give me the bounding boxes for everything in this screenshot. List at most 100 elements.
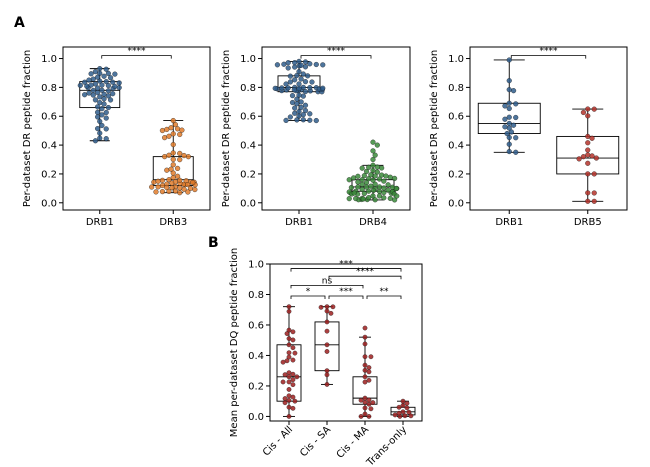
- data-point: [585, 171, 590, 176]
- y-tick-label: 0.4: [248, 351, 264, 362]
- data-point: [369, 407, 373, 411]
- data-point: [305, 73, 310, 78]
- data-point: [297, 86, 302, 91]
- data-point: [373, 153, 378, 158]
- data-point: [325, 309, 329, 313]
- data-point: [353, 196, 358, 201]
- data-point: [307, 61, 312, 66]
- data-point: [104, 110, 109, 115]
- data-point: [362, 173, 367, 178]
- data-point: [363, 335, 367, 339]
- data-point: [295, 375, 299, 379]
- data-point: [281, 360, 285, 364]
- y-tick-label: 0.6: [448, 112, 464, 123]
- data-point: [292, 87, 297, 92]
- y-axis-label: Per-dataset DR peptide fraction: [22, 50, 33, 207]
- data-point: [301, 94, 306, 99]
- data-point: [397, 405, 401, 409]
- data-point: [594, 156, 599, 161]
- data-point: [368, 172, 373, 177]
- data-point: [290, 93, 295, 98]
- data-point: [331, 305, 335, 309]
- y-tick-label: 0.2: [248, 381, 264, 392]
- data-point: [303, 79, 308, 84]
- x-tick-label: Cis - All: [261, 424, 295, 458]
- data-point: [297, 82, 302, 87]
- data-point: [110, 91, 115, 96]
- data-point: [585, 140, 590, 145]
- data-point: [287, 371, 291, 375]
- data-point: [273, 86, 278, 91]
- data-point: [375, 143, 380, 148]
- panel-label-a: A: [14, 15, 25, 31]
- data-point: [177, 186, 182, 191]
- data-point: [363, 380, 367, 384]
- significance-label: ****: [540, 47, 559, 57]
- data-point: [513, 135, 518, 140]
- data-point: [91, 77, 96, 82]
- data-point: [294, 118, 299, 123]
- data-point: [164, 185, 169, 190]
- data-point: [401, 410, 405, 414]
- data-point: [171, 157, 176, 162]
- data-point: [102, 74, 107, 79]
- data-point: [360, 166, 365, 171]
- data-point: [292, 77, 297, 82]
- data-point: [117, 85, 122, 90]
- data-point: [167, 134, 172, 139]
- data-point: [347, 177, 352, 182]
- data-point: [585, 190, 590, 195]
- data-point: [89, 71, 94, 76]
- data-point: [361, 197, 366, 202]
- data-point: [377, 177, 382, 182]
- data-point: [292, 65, 297, 70]
- data-point: [283, 372, 287, 376]
- y-tick-label: 0.8: [240, 83, 256, 94]
- y-axis-label: Per-dataset DR peptide fraction: [221, 50, 232, 207]
- data-point: [314, 118, 319, 123]
- data-point: [102, 96, 107, 101]
- data-point: [362, 191, 367, 196]
- data-point: [97, 100, 102, 105]
- data-point: [405, 401, 409, 405]
- x-tick-label: Trans-only: [364, 424, 409, 467]
- data-point: [386, 188, 391, 193]
- data-point: [310, 80, 315, 85]
- data-point: [585, 107, 590, 112]
- data-point: [307, 85, 312, 90]
- data-point: [366, 195, 371, 200]
- x-tick-label: DRB1: [86, 217, 114, 228]
- data-point: [585, 113, 590, 118]
- data-point: [507, 101, 512, 106]
- x-tick-label: Cis - SA: [298, 424, 333, 459]
- data-point: [325, 343, 329, 347]
- data-point: [87, 78, 92, 83]
- y-tick-label: 0.2: [448, 169, 464, 180]
- data-point: [106, 83, 111, 88]
- data-point: [377, 189, 382, 194]
- data-point: [160, 178, 165, 183]
- data-point: [179, 128, 184, 133]
- data-point: [363, 375, 367, 379]
- data-point: [287, 309, 291, 313]
- y-tick-label: 0.4: [41, 141, 57, 152]
- data-point: [390, 185, 395, 190]
- y-tick-label: 0.0: [240, 198, 256, 209]
- data-point: [592, 199, 597, 204]
- data-point: [381, 195, 386, 200]
- data-point: [367, 378, 371, 382]
- data-point: [367, 365, 371, 369]
- data-point: [381, 190, 386, 195]
- data-point: [177, 132, 182, 137]
- data-point: [393, 413, 397, 417]
- data-point: [149, 185, 154, 190]
- data-point: [291, 372, 295, 376]
- data-point: [371, 148, 376, 153]
- data-point: [355, 174, 360, 179]
- data-point: [303, 103, 308, 108]
- data-point: [288, 115, 293, 120]
- data-point: [297, 69, 302, 74]
- data-point: [301, 72, 306, 77]
- y-axis-label: Mean per-dataset DQ peptide fraction: [229, 248, 240, 437]
- data-point: [84, 84, 89, 89]
